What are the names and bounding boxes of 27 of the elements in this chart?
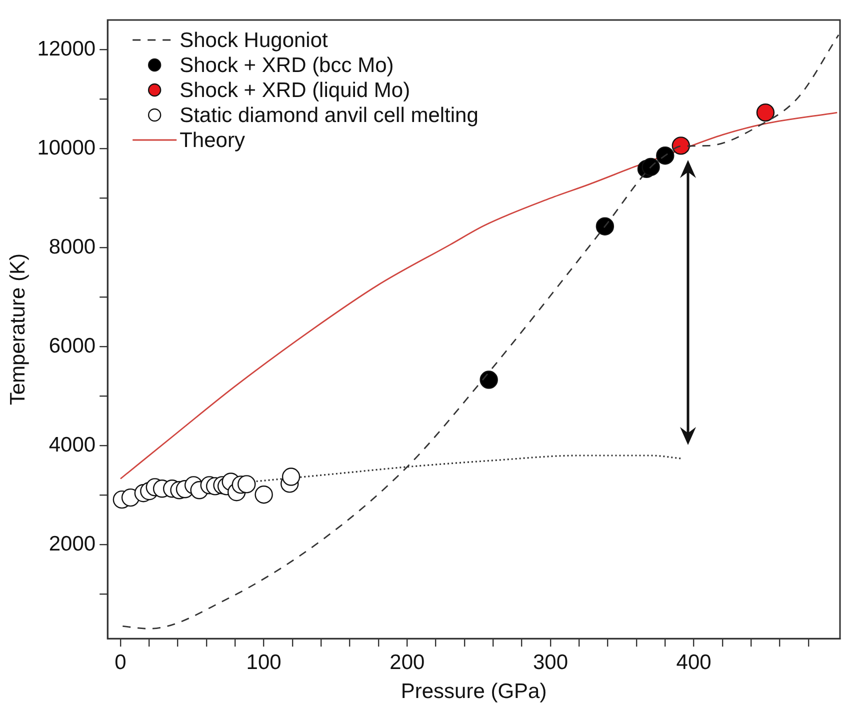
legend-label: Shock + XRD (bcc Mo)	[180, 54, 394, 77]
y-tick-label: 6000	[48, 334, 96, 358]
point	[672, 136, 690, 155]
y-tick-label: 12000	[37, 37, 96, 60]
point	[596, 217, 614, 236]
x-tick-label: 300	[532, 650, 568, 674]
point	[238, 475, 256, 494]
point	[756, 103, 775, 122]
x-tick-label: 0	[114, 650, 126, 674]
y-tick-label: 8000	[48, 235, 96, 258]
y-tick-label: 4000	[48, 433, 96, 456]
point	[656, 146, 674, 165]
legend-label: Theory	[180, 128, 246, 152]
legend-label: Shock Hugoniot	[180, 28, 328, 52]
y-tick-label: 10000	[37, 136, 96, 160]
point	[480, 370, 498, 389]
point	[642, 158, 660, 176]
y-axis-title: Temperature (K)	[6, 253, 30, 406]
legend-label: Shock + XRD (liquid Mo)	[180, 78, 410, 102]
x-tick-label: 200	[390, 650, 425, 674]
x-axis-title: Pressure (GPa)	[400, 680, 547, 704]
x-tick-label: 400	[676, 650, 712, 674]
legend-label: Static diamond anvil cell melting	[180, 104, 478, 127]
point	[282, 468, 300, 486]
point	[254, 485, 273, 504]
y-tick-label: 2000	[48, 532, 96, 556]
x-tick-label: 100	[246, 650, 282, 674]
